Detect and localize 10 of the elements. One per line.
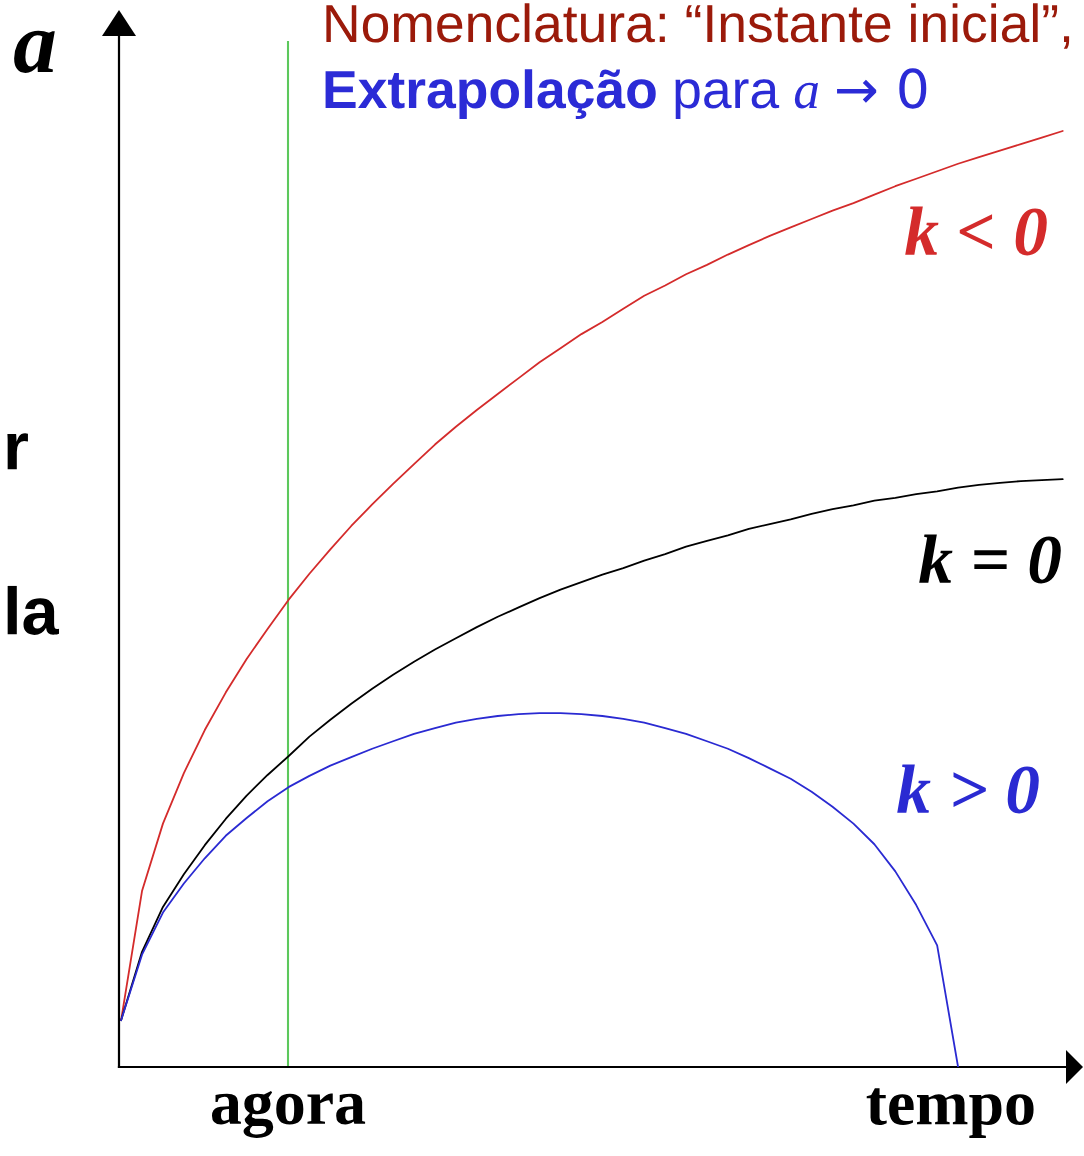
chart-title: Nomenclatura: “Instante inicial”, <box>326 3 1070 49</box>
chart-subtitle: Extrapolação para a → 0 <box>325 68 927 120</box>
y-axis-title: a <box>14 30 55 73</box>
series-label: k > 0 <box>897 764 1039 814</box>
x-axis-title: tempo <box>866 1088 1034 1138</box>
text: r <box>7 433 28 470</box>
series-label: k = 0 <box>919 534 1061 584</box>
text: agora <box>211 1091 366 1138</box>
text: la <box>7 585 60 635</box>
series-label: k < 0 <box>905 206 1047 256</box>
